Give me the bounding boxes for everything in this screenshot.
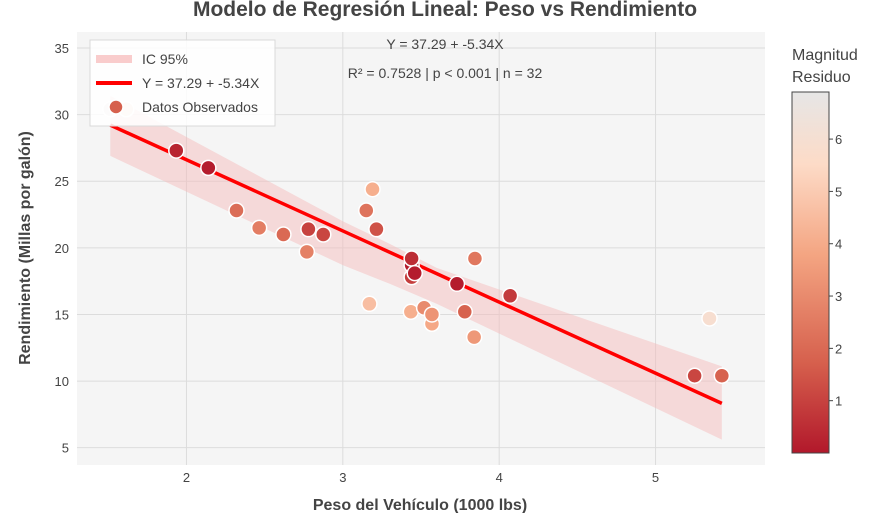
data-point-8: [300, 220, 317, 238]
chart-title: Modelo de Regresión Lineal: Peso vs Rend…: [193, 0, 697, 21]
x-tick-label-0: 2: [183, 470, 190, 485]
colorbar-title-line2: Residuo: [792, 69, 851, 86]
y-tick-label-5: 30: [55, 108, 69, 123]
data-point-7: [298, 243, 316, 261]
data-point-27: [686, 367, 703, 384]
data-point-3: [200, 159, 217, 177]
data-point-25: [466, 250, 484, 267]
data-point-13: [368, 220, 385, 238]
data-point-4: [228, 202, 245, 219]
grid-lines: [77, 32, 765, 465]
x-tick-label-1: 3: [339, 470, 346, 485]
data-point-11: [361, 295, 378, 313]
data-point-10: [358, 202, 375, 219]
legend-entry-line: Y = 37.29 + -5.34X: [142, 75, 260, 91]
data-point-18: [406, 264, 423, 282]
data-point-12: [364, 180, 381, 198]
x-axis-label: Peso del Vehículo (1000 lbs): [313, 497, 527, 513]
stats-annotation: R² = 0.7528 | p < 0.001 | n = 32: [348, 65, 543, 81]
data-point-28: [701, 310, 718, 327]
tick-labels: 2 3 4 5 5 10 15 20 25 30 35: [55, 41, 660, 485]
legend: IC 95% Y = 37.29 + -5.34X Datos Observad…: [89, 39, 276, 127]
colorbar-tick-label-5: 6: [835, 132, 842, 147]
colorbar-tick-label-1: 2: [835, 341, 842, 356]
data-point-29: [713, 367, 731, 384]
data-point-22: [448, 275, 466, 293]
data-point-2: [168, 142, 185, 159]
colorbar: Magnitud Residuo 1 2 3 4 5 6: [791, 47, 858, 454]
colorbar-tick-label-3: 4: [835, 237, 842, 252]
data-point-24: [465, 328, 483, 346]
points-layer: [102, 101, 731, 384]
x-tick-label-2: 4: [496, 470, 503, 485]
data-point-16: [403, 250, 420, 267]
data-point-21: [423, 306, 441, 323]
y-tick-label-6: 35: [55, 41, 69, 56]
colorbar-tick-label-0: 1: [835, 394, 842, 409]
colorbar-tick-label-4: 5: [835, 184, 842, 199]
y-axis-label: Rendimiento (Millas por galón): [17, 131, 34, 365]
legend-entry-points: Datos Observados: [142, 99, 258, 115]
colorbar-title-line1: Magnitud: [792, 47, 858, 64]
y-tick-label-0: 5: [62, 441, 69, 456]
y-tick-label-4: 25: [55, 174, 69, 189]
x-tick-label-3: 5: [652, 470, 659, 485]
data-point-5: [250, 219, 268, 237]
equation-annotation: Y = 37.29 + -5.34X: [386, 36, 504, 52]
data-point-6: [275, 226, 292, 243]
data-point-23: [456, 303, 474, 321]
legend-band-swatch: [96, 55, 132, 63]
y-tick-label-1: 10: [55, 374, 69, 389]
data-point-26: [501, 287, 519, 305]
legend-entry-band: IC 95%: [142, 51, 188, 67]
colorbar-ticks: 1 2 3 4 5 6: [829, 132, 842, 409]
colorbar-gradient: [791, 91, 830, 454]
data-point-9: [315, 226, 332, 243]
y-tick-label-3: 20: [55, 241, 69, 256]
colorbar-tick-label-2: 3: [835, 289, 842, 304]
y-tick-label-2: 15: [55, 307, 69, 322]
legend-point-swatch: [108, 99, 124, 115]
